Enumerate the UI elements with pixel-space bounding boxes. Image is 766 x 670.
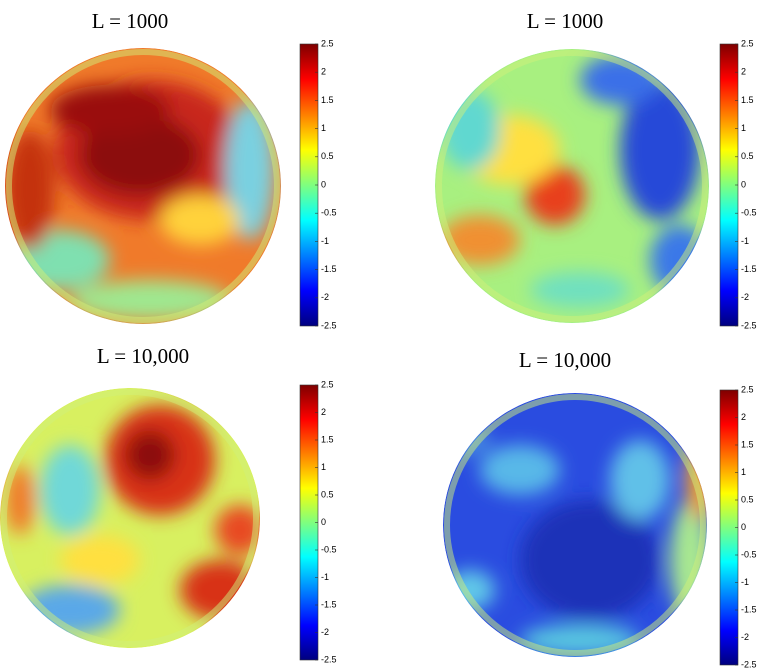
colorbar-tick-label: -0.5	[741, 208, 757, 218]
panel: L = 1000 2.5 2 1.5 1 0.5 0 -0.5 -1 -1.5 -2 -2.5	[5, 9, 337, 330]
colorbar-tick-label: -1.5	[321, 599, 337, 609]
field-blob	[620, 80, 700, 220]
colorbar-tick-label: 0	[741, 179, 746, 189]
panel-title: L = 10,000	[519, 348, 611, 372]
colorbar-tick-label: -2.5	[741, 659, 757, 669]
colorbar-tick-label: -2.5	[741, 320, 757, 330]
colorbar-tick-label: -1.5	[741, 264, 757, 274]
colorbar-tick-label: 2.5	[741, 38, 754, 48]
field-blob	[160, 195, 240, 245]
panel-title: L = 1000	[92, 9, 168, 33]
colorbar-tick-label: 2	[741, 67, 746, 77]
colorbar-tick-label: 0	[321, 517, 326, 527]
colorbar-tick-label: 0.5	[741, 494, 754, 504]
sphere	[443, 393, 707, 657]
colorbar-tick-label: 0.5	[741, 151, 754, 161]
colorbar-tick-label: 1.5	[741, 439, 754, 449]
colorbar-tick-label: 2.5	[321, 379, 334, 389]
field-blob	[480, 445, 560, 495]
colorbar-tick-label: 0.5	[321, 151, 334, 161]
colorbar-tick-label: 1.5	[741, 95, 754, 105]
colorbar-tick-label: -2	[321, 292, 329, 302]
colorbar-tick-label: -2.5	[321, 320, 337, 330]
field-blob	[60, 535, 140, 585]
colorbar-tick-label: 2	[321, 407, 326, 417]
field-blob	[520, 500, 660, 620]
field-blob	[530, 272, 630, 308]
colorbar-tick-label: -0.5	[321, 208, 337, 218]
colorbar-tick-label: -1	[741, 236, 749, 246]
sphere-rim	[1, 389, 259, 647]
field-pattern	[5, 405, 260, 635]
colorbar-tick-label: -2	[321, 627, 329, 637]
field-blob	[525, 165, 585, 225]
colorbar-tick-label: -1	[741, 577, 749, 587]
colorbar-tick-label: 1	[321, 123, 326, 133]
field-blob	[5, 130, 55, 250]
colorbar-tick-label: 0	[741, 522, 746, 532]
colorbar-tick-label: -1.5	[741, 604, 757, 614]
field-blob	[5, 465, 35, 535]
panel: L = 1000 2.5 2 1.5 1 0.5 0 -0.5 -1 -1.5 -2 -2.5	[435, 9, 757, 330]
field-blob	[125, 430, 175, 480]
sphere-rim	[6, 49, 280, 323]
colorbar-tick-label: 1	[321, 462, 326, 472]
field-blob	[445, 570, 495, 610]
colorbar-tick-label: -0.5	[321, 544, 337, 554]
sphere	[5, 48, 281, 324]
sphere	[435, 49, 709, 323]
colorbar-tick-label: 1	[741, 123, 746, 133]
field-blob	[610, 440, 670, 520]
colorbar-tick-label: -1	[321, 572, 329, 582]
field-blob	[40, 445, 100, 535]
sphere-rim	[436, 50, 708, 322]
panel: L = 10,000 2.5 2 1.5 1 0.5 0 -0.5 -1 -1.5 -2 -2.5	[443, 348, 757, 669]
colorbar-tick-label: -2	[741, 292, 749, 302]
panel-title: L = 1000	[527, 9, 603, 33]
colorbar-tick-label: 2	[321, 67, 326, 77]
colorbar-tick-label: 2.5	[321, 38, 334, 48]
colorbar-tick-label: 0.5	[321, 489, 334, 499]
panel-title: L = 10,000	[97, 344, 189, 368]
colorbar-tick-label: 1	[741, 467, 746, 477]
colorbar-tick-label: -0.5	[741, 549, 757, 559]
colorbar-tick-label: 1.5	[321, 95, 334, 105]
colorbar-tick-label: 2.5	[741, 384, 754, 394]
colorbar-tick-label: 0	[321, 179, 326, 189]
colorbar-tick-label: 1.5	[321, 434, 334, 444]
colorbar-tick-label: -1.5	[321, 264, 337, 274]
field-blob	[580, 55, 660, 105]
colorbar-tick-label: 2	[741, 412, 746, 422]
colorbar-tick-label: -1	[321, 236, 329, 246]
sphere-rim	[444, 394, 706, 656]
field-blob	[70, 280, 230, 320]
field-blob	[225, 100, 275, 240]
field-pattern	[5, 80, 275, 320]
colorbar-tick-label: -2.5	[321, 654, 337, 664]
colorbar-tick-label: -2	[741, 632, 749, 642]
panel: L = 10,000 2.5 2 1.5 1 0.5 0 -0.5 -1 -1.5 -2 -2.5	[0, 344, 337, 664]
sphere	[0, 388, 260, 648]
field-blob	[50, 85, 170, 135]
